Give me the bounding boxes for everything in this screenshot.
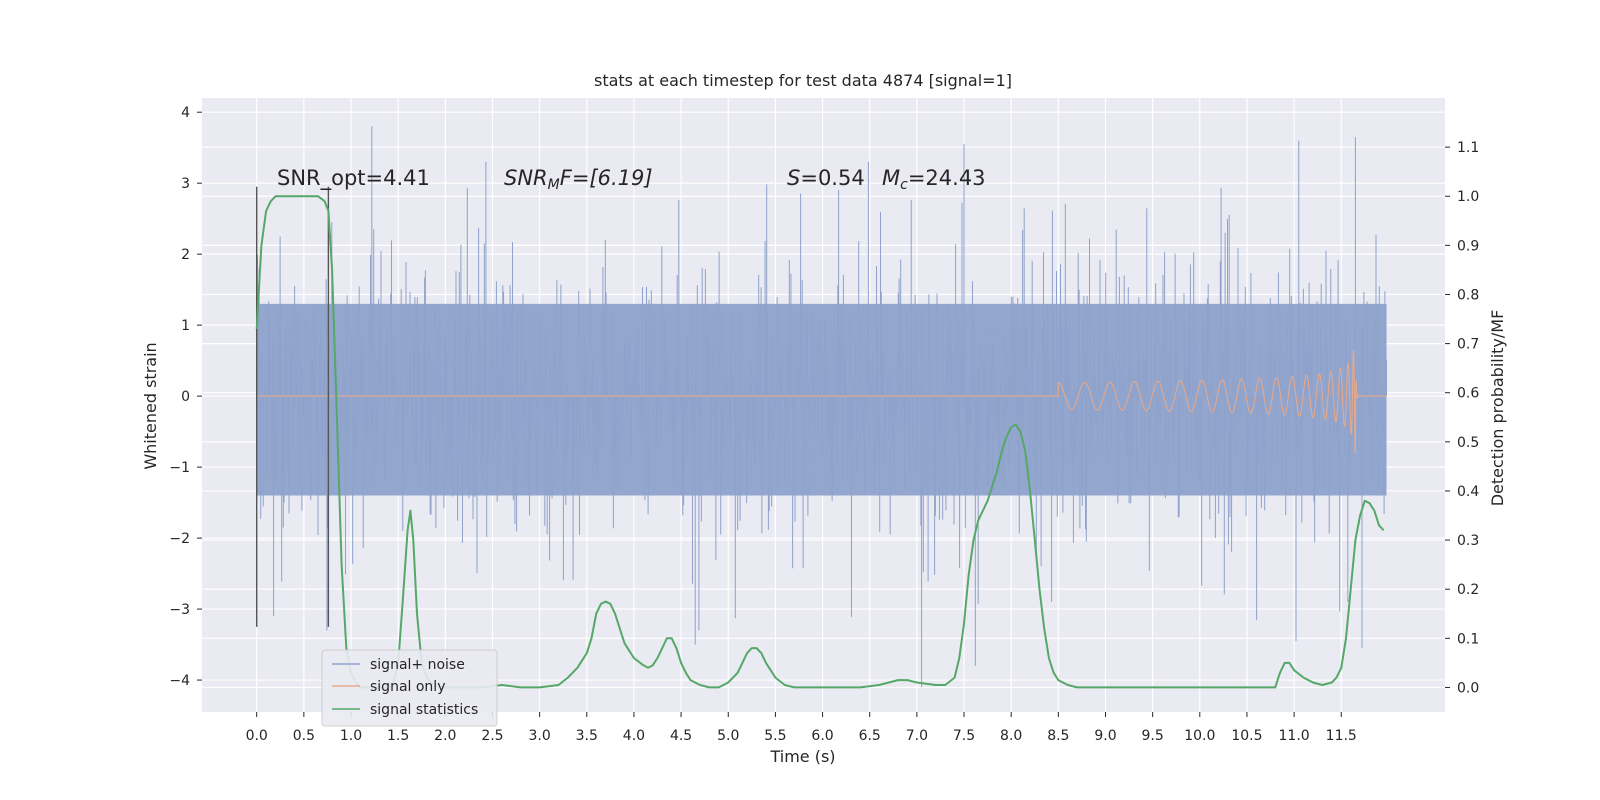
x-tick-label: 1.0 (340, 728, 362, 744)
y-tick-label: 2 (181, 247, 190, 263)
series-signal-only (256, 349, 1387, 455)
x-tick-label: 4.0 (623, 728, 645, 744)
y2-tick-label: 1.0 (1457, 189, 1479, 205)
y2-tick-label: 0.7 (1457, 337, 1479, 353)
x-tick-label: 8.0 (1000, 728, 1022, 744)
x-tick-label: 0.5 (293, 728, 315, 744)
series-signal-statistics (255, 195, 1385, 689)
y2-tick-label: 0.5 (1457, 435, 1479, 451)
x-tick-label: 6.5 (859, 728, 881, 744)
legend-frame (321, 649, 498, 727)
x-tick-label: 11.0 (1279, 728, 1310, 744)
y2-tick-label: 0.1 (1457, 631, 1479, 647)
y2-tick-label: 1.1 (1457, 140, 1479, 156)
statistics-trace (255, 195, 1385, 689)
y2-tick-label: 0.0 (1457, 680, 1479, 696)
x-tick-label: 11.5 (1326, 728, 1357, 744)
y2-tick-label: 0.6 (1457, 386, 1479, 402)
x-tick-label: 4.5 (670, 728, 692, 744)
y2-tick-label: 0.2 (1457, 582, 1479, 598)
y-tick-label: 4 (181, 105, 190, 121)
y-tick-label: −2 (169, 531, 190, 547)
s-annotation: S=0.54 (787, 166, 865, 190)
snr-mf-annotation: SNRMF=[6.19] (504, 166, 653, 193)
x-tick-label: 5.5 (764, 728, 786, 744)
series-signal-noise (256, 126, 1387, 688)
y-tick-label: 0 (181, 389, 190, 405)
snr-mf-symbol: SNR (504, 166, 548, 190)
x-tick-label: 0.0 (246, 728, 268, 744)
y2-tick-label: 0.9 (1457, 238, 1479, 254)
x-tick-label: 10.0 (1184, 728, 1215, 744)
x-tick-label: 9.5 (1142, 728, 1164, 744)
y-tick-label: −1 (169, 460, 190, 476)
legend: signal+ noise signal only signal statist… (321, 649, 498, 727)
chart-title: stats at each timestep for test data 487… (594, 71, 1012, 90)
y2-tick-label: 0.4 (1457, 484, 1479, 500)
y-tick-label: −3 (169, 602, 190, 618)
snr-mf-value: F=[6.19] (560, 166, 653, 190)
snr-mf-subscript: M (548, 177, 560, 193)
x-tick-label: 6.0 (811, 728, 833, 744)
y2-tick-label: 0.8 (1457, 287, 1479, 303)
x-tick-label: 2.5 (481, 728, 503, 744)
snr-opt-annotation: SNR_opt=4.41 (277, 166, 430, 191)
x-tick-label: 7.0 (906, 728, 928, 744)
x-tick-label: 5.0 (717, 728, 739, 744)
y2-axis-label: Detection probability/MF (1488, 310, 1507, 507)
x-tick-label: 3.0 (528, 728, 550, 744)
x-axis-label: Time (s) (769, 747, 835, 766)
s-symbol: S (787, 166, 800, 190)
legend-label-signal-only: signal only (370, 679, 445, 695)
legend-label-signal-noise: signal+ noise (370, 657, 465, 673)
mc-value: =24.43 (908, 166, 986, 190)
y-axis-label: Whitened strain (141, 342, 160, 469)
x-tick-label: 10.5 (1231, 728, 1262, 744)
y-tick-label: 3 (181, 176, 190, 192)
y-tick-label: −4 (169, 673, 190, 689)
axis-ticks: 0.0 0.5 1.0 1.5 2.0 2.5 3.0 3.5 4.0 4.5 5.0 5.5 6.0 6… (169, 105, 1479, 744)
x-tick-label: 1.5 (387, 728, 409, 744)
x-tick-label: 9.0 (1094, 728, 1116, 744)
legend-label-signal-statistics: signal statistics (370, 702, 478, 718)
mc-subscript: c (900, 177, 908, 193)
y2-tick-label: 0.3 (1457, 533, 1479, 549)
y-tick-label: 1 (181, 318, 190, 334)
signal-trace (256, 349, 1387, 455)
x-tick-label: 2.0 (434, 728, 456, 744)
s-value: =0.54 (800, 166, 864, 190)
vertical-markers (255, 186, 330, 627)
mc-symbol: M (882, 166, 900, 190)
x-tick-label: 7.5 (953, 728, 975, 744)
x-tick-label: 8.5 (1047, 728, 1069, 744)
mc-annotation: Mc=24.43 (882, 166, 986, 193)
x-tick-label: 3.5 (576, 728, 598, 744)
